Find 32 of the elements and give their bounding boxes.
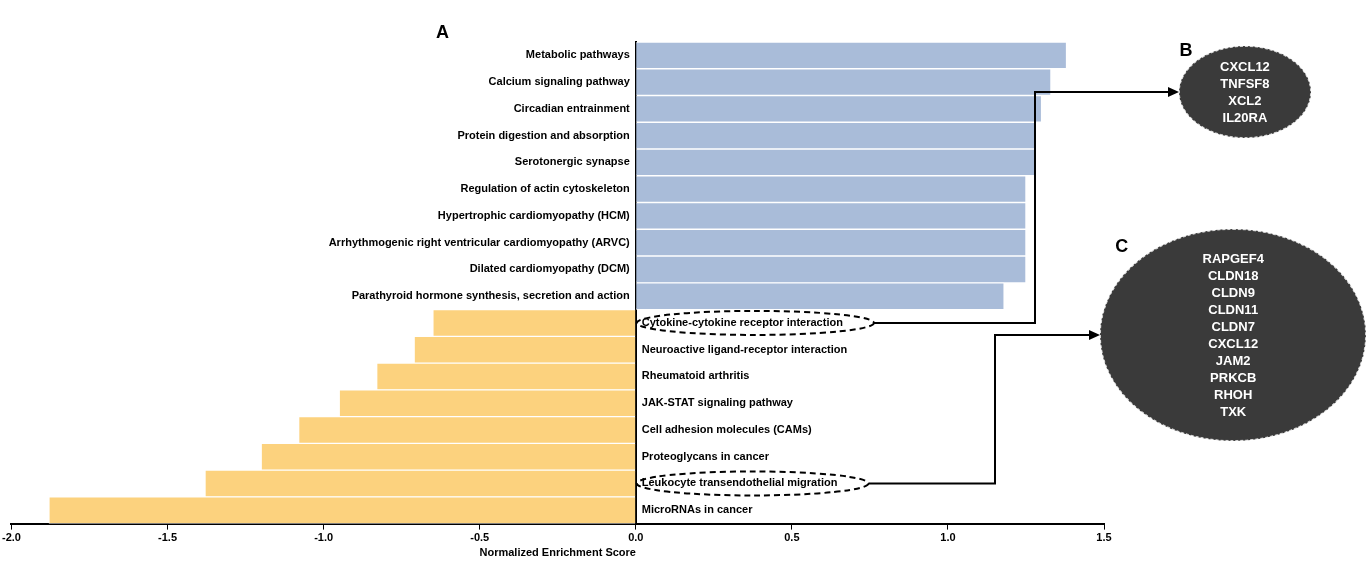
x-tick-label: 1.5 xyxy=(1096,531,1112,544)
x-tick-label: -0.5 xyxy=(470,531,490,544)
y-tick-label: Hypertrophic cardiomyopathy (HCM) xyxy=(437,208,631,221)
text: CXCL12 TNFSF8 XCL2 IL20RA xyxy=(1220,58,1270,126)
y-tick-label: Regulation of actin cytoskeleton xyxy=(460,182,631,195)
text: RAPGEF4 CLDN18 CLDN9 CLDN11 CLDN7 CXCL12 JAM2 PRKCB RHOH TXK xyxy=(1202,251,1264,419)
x-tick-label: -2.0 xyxy=(1,531,21,544)
y-tick-label: Calcium signaling pathway xyxy=(488,75,631,88)
y-tick-label: Arrhythmogenic right ventricular cardiomyopathy (ARVC) xyxy=(328,235,631,248)
x-tick-label: 0.5 xyxy=(784,531,800,544)
x-tick-label: -1.5 xyxy=(158,531,178,544)
text: C xyxy=(1115,236,1129,258)
y-tick-label: Proteoglycans in cancer xyxy=(641,449,770,462)
y-tick-label: MicroRNAs in cancer xyxy=(641,503,754,516)
y-tick-label: Neuroactive ligand-receptor interaction xyxy=(641,342,848,355)
y-tick-label: JAK-STAT signaling pathway xyxy=(641,396,794,409)
x-axis-title: Normalized Enrichment Score xyxy=(479,546,636,559)
text: B xyxy=(1179,40,1193,62)
annotation: A xyxy=(436,22,449,43)
y-tick-label: Parathyroid hormone synthesis, secretion and action xyxy=(351,289,631,302)
y-tick-label: Protein digestion and absorption xyxy=(457,128,631,141)
x-tick-label: 0.0 xyxy=(628,531,644,544)
y-tick-label: Leukocyte transendothelial migration xyxy=(641,476,838,489)
y-tick-label: Circadian entrainment xyxy=(513,101,631,114)
y-tick-label: Cell adhesion molecules (CAMs) xyxy=(641,422,813,435)
y-tick-label: Metabolic pathways xyxy=(525,48,630,61)
y-tick-label: Cytokine-cytokine receptor interaction xyxy=(641,315,844,328)
y-tick-label: Rheumatoid arthritis xyxy=(641,369,750,382)
x-tick-label: -1.0 xyxy=(314,531,334,544)
y-tick-label: Dilated cardiomyopathy (DCM) xyxy=(469,262,631,275)
x-tick-label: 1.0 xyxy=(940,531,956,544)
y-tick-label: Serotonergic synapse xyxy=(514,155,630,168)
